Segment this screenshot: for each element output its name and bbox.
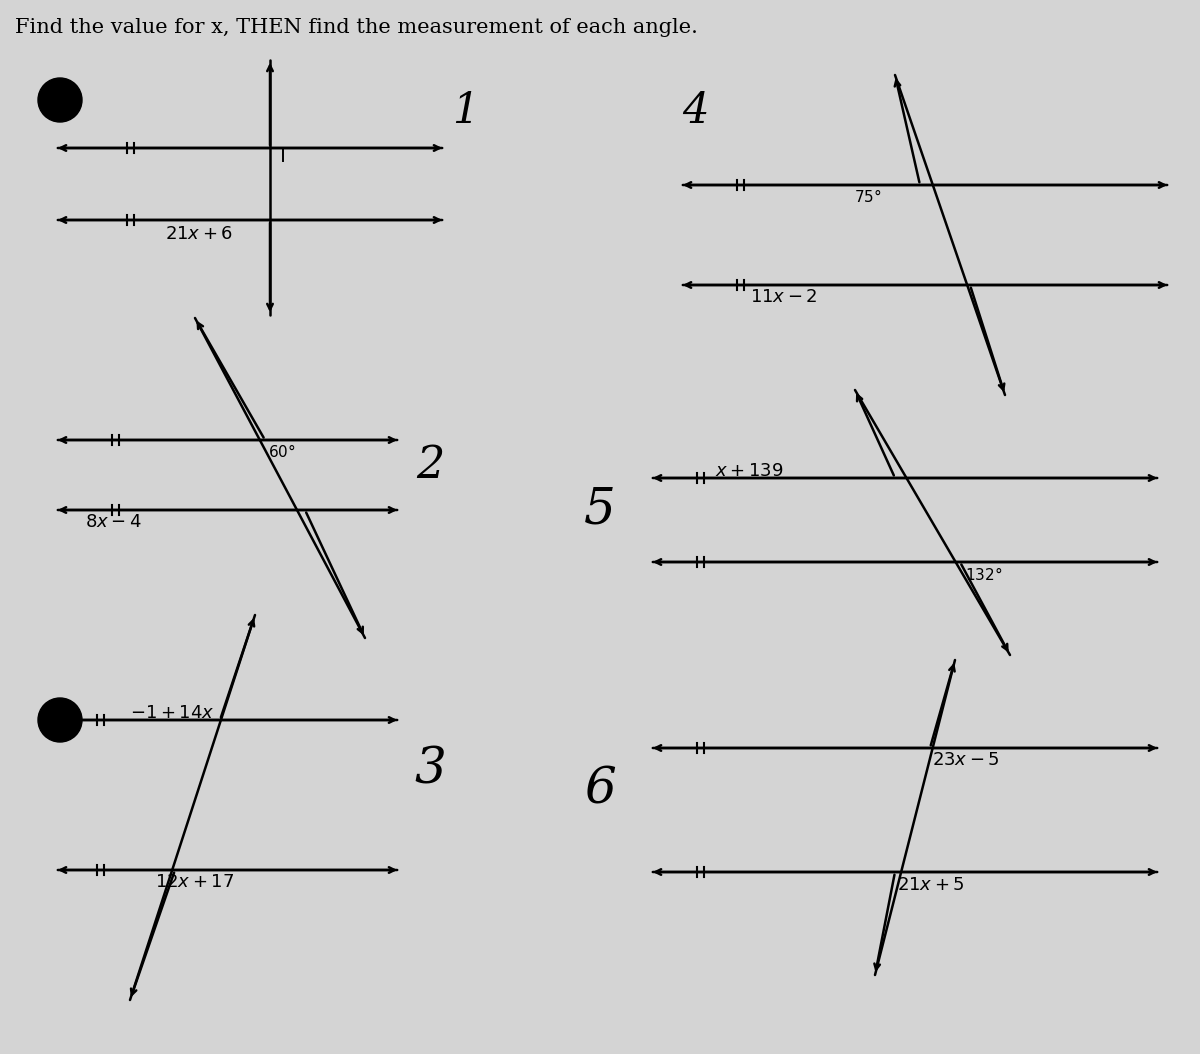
Text: $-1+14x$: $-1+14x$	[130, 704, 215, 722]
Text: $132°$: $132°$	[965, 566, 1002, 583]
Text: 5: 5	[584, 485, 616, 534]
Text: $8x-4$: $8x-4$	[85, 513, 142, 531]
Text: $60°$: $60°$	[268, 443, 295, 460]
Text: $21x+5$: $21x+5$	[898, 876, 965, 894]
Circle shape	[38, 78, 82, 122]
Text: $21x+6$: $21x+6$	[166, 225, 233, 243]
Text: $23x-5$: $23x-5$	[932, 752, 1000, 769]
Text: Find the value for x, THEN find the measurement of each angle.: Find the value for x, THEN find the meas…	[14, 18, 698, 37]
Text: $11x-2$: $11x-2$	[750, 288, 817, 306]
Text: 3: 3	[414, 745, 446, 795]
Circle shape	[38, 698, 82, 742]
Text: 4: 4	[682, 90, 708, 132]
Text: 6: 6	[584, 765, 616, 815]
Text: $x+139$: $x+139$	[715, 462, 784, 480]
Text: 1: 1	[451, 90, 479, 132]
Text: 2: 2	[416, 444, 444, 487]
Text: $12x+17$: $12x+17$	[155, 873, 234, 891]
Text: $75°$: $75°$	[854, 188, 882, 204]
